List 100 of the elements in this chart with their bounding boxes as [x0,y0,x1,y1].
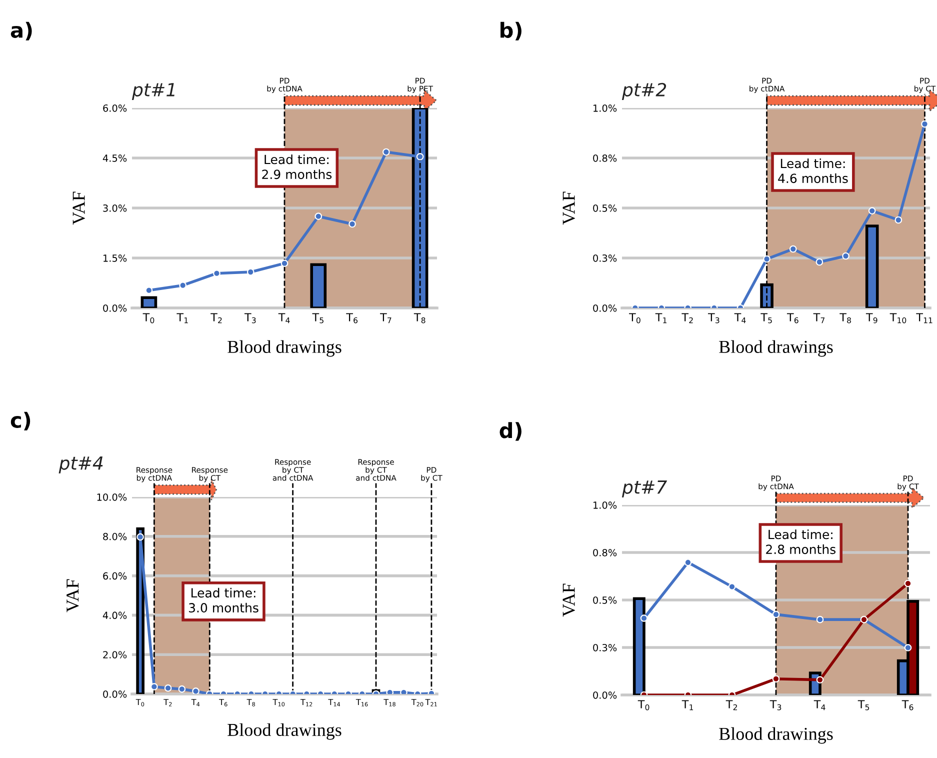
point [816,258,824,266]
y-tick-label: 1.5% [104,254,127,262]
x-tick-label: T$_{1}$ [176,313,188,324]
x-tick-label: T$_{8}$ [246,699,255,706]
y-tick-label: 8.0% [103,532,127,540]
point [400,688,408,694]
point [816,676,824,684]
x-tick-label: T$_{16}$ [356,699,368,706]
x-tick-label: T$_{0}$ [629,313,640,324]
y-tick-label: 0.3% [593,644,617,652]
point [246,268,254,276]
point [728,583,736,590]
chart-title: b) [500,22,522,40]
x-tick-label: T$_{0}$ [136,699,144,706]
x-tick-label: T$_{5}$ [760,313,772,324]
point [868,207,876,214]
x-tick-label: T$_{5}$ [858,700,870,710]
chart-subtitle: pt#1 [132,83,174,100]
x-tick-label: T$_{1}$ [655,313,666,324]
point [192,688,200,694]
x-tick-label: T$_{7}$ [380,313,392,324]
x-tick-label: T$_{3}$ [708,313,720,324]
x-tick-label: T$_{6}$ [902,700,914,710]
x-tick-label: T$_{6}$ [346,313,358,324]
point [842,252,850,260]
y-tick-label: 10.0% [97,493,127,501]
x-tick-label: T$_{20}$ [411,699,424,706]
x-tick-label: T$_{6}$ [219,699,228,706]
x-tick-label: T$_{18}$ [384,699,396,706]
point [416,152,424,160]
x-tick-label: T$_{0}$ [638,700,650,710]
x-tick-label: T$_{1}$ [682,700,694,710]
x-tick-label: T$_{4}$ [734,313,746,324]
x-tick-label: T$_{3}$ [244,313,256,324]
x-tick-label: T$_{10}$ [890,313,906,324]
x-axis-title: Blood drawings [719,727,833,744]
y-axis-title: VAF [66,579,79,612]
y-axis-title: VAF [562,584,575,617]
x-tick-label: T$_{4}$ [814,700,826,710]
y-tick-label: 4.0% [102,612,127,620]
x-tick-label: T$_{3}$ [770,700,782,710]
annotation: Lead time: 2.9 months [262,154,332,180]
bar [310,263,327,308]
point [904,580,912,588]
y-tick-label: 0.5% [593,596,617,604]
x-tick-label: T$_{2}$ [682,313,693,324]
x-tick-label: T$_{12}$ [300,699,312,706]
point [763,255,770,263]
x-axis-title: Blood drawings [228,723,342,740]
y-axis-title: VAF [72,192,85,225]
y-tick-label: 2.0% [103,651,127,658]
x-tick-label: T$_{2}$ [164,699,172,706]
y-tick-label: 0.0% [103,690,127,698]
point [382,148,390,156]
x-tick-label: T$_{14}$ [328,699,340,706]
point [348,220,356,228]
y-tick-label: 0.5% [593,204,617,212]
y-tick-label: 3.0% [103,204,127,212]
y-tick-label: 1.0% [594,104,617,112]
x-tick-label: T$_{7}$ [813,313,824,324]
point [280,260,288,268]
x-axis-title: Blood drawings [719,340,833,357]
y-axis-title: VAF [562,192,575,225]
y-tick-label: 6.0% [103,104,127,112]
y-tick-label: 0.8% [593,548,617,556]
y-tick-label: 0.3% [593,254,617,262]
point [894,216,902,224]
y-tick-label: 0.0% [593,691,617,699]
chart-title: d) [500,422,522,441]
x-tick-label: T$_{9}$ [866,313,878,324]
x-tick-label: T$_{5}$ [312,313,324,324]
chart-subtitle: pt#7 [622,480,667,498]
x-axis-title: Blood drawings [228,340,342,357]
point [904,644,912,652]
y-tick-label: 0.8% [593,154,617,162]
chart-title: a) [10,22,32,40]
point [772,610,780,618]
y-tick-label: 0.0% [103,304,127,312]
annotation: Lead time: 3.0 months [188,588,258,613]
chart-subtitle: pt#2 [622,82,666,100]
x-tick-label: T$_{10}$ [272,699,285,706]
x-tick-label: T$_{21}$ [425,699,437,706]
x-tick-label: T$_{2}$ [726,700,737,710]
point [816,616,824,624]
x-tick-label: T$_{2}$ [210,313,222,324]
x-tick-label: T$_{6}$ [786,313,798,324]
y-tick-label: 1.0% [594,501,617,509]
point [789,245,797,253]
point [772,675,780,683]
y-tick-label: 6.0% [103,572,127,580]
bar [140,296,158,308]
point [640,614,648,622]
x-tick-label: T$_{0}$ [142,313,154,324]
point [136,533,144,541]
chart-title: c) [10,412,30,430]
x-tick-label: T$_{8}$ [840,313,851,324]
y-tick-label: 4.5% [102,154,127,162]
x-tick-label: T$_{4}$ [191,699,200,706]
x-tick-label: T$_{11}$ [916,313,932,324]
x-tick-label: T$_{4}$ [278,313,290,324]
